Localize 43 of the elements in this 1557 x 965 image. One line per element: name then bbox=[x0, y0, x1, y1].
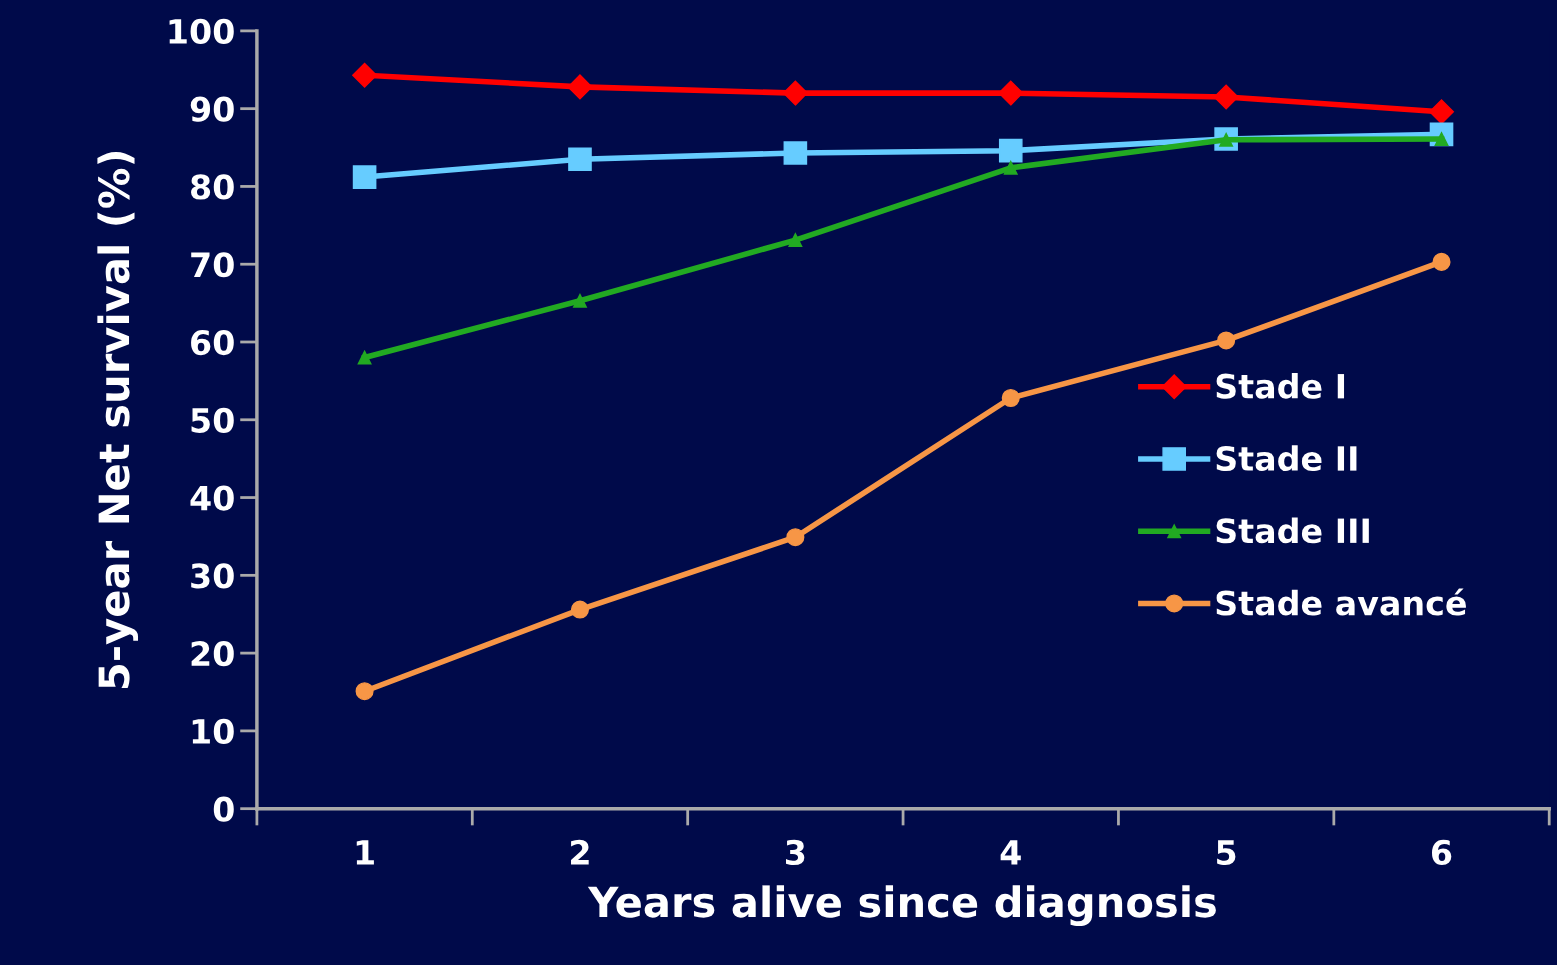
y-tick-label: 20 bbox=[191, 641, 234, 667]
point bbox=[1213, 84, 1239, 110]
point bbox=[568, 147, 592, 172]
point bbox=[355, 682, 374, 701]
x-tick-label: 1 bbox=[356, 840, 374, 865]
y-axis-title: 5-year Net survival (%) bbox=[97, 151, 139, 688]
point bbox=[352, 165, 377, 189]
y-tick-label: 90 bbox=[190, 96, 234, 122]
x-tick-label: 6 bbox=[1431, 839, 1452, 866]
point bbox=[1432, 252, 1451, 271]
point bbox=[1001, 388, 1020, 408]
point bbox=[998, 138, 1023, 163]
y-tick-label: 60 bbox=[191, 329, 234, 356]
point bbox=[782, 80, 808, 106]
legend-label: Stade avancé bbox=[1216, 588, 1466, 616]
y-tick-label: 80 bbox=[191, 174, 234, 200]
legend-label: Stade I bbox=[1216, 373, 1345, 399]
y-tick-label: 0 bbox=[213, 796, 234, 822]
x-tick-label: 2 bbox=[571, 839, 589, 865]
y-tick-label: 100 bbox=[169, 18, 234, 45]
point bbox=[783, 141, 808, 165]
legend-label: Stade III bbox=[1216, 517, 1369, 544]
point bbox=[352, 62, 378, 88]
point bbox=[573, 293, 587, 308]
y-tick-label: 50 bbox=[191, 407, 234, 433]
point bbox=[570, 600, 590, 619]
point bbox=[788, 233, 803, 248]
y-tick-label: 10 bbox=[192, 718, 234, 745]
point bbox=[1429, 99, 1455, 125]
point bbox=[1003, 160, 1018, 175]
y-tick-label: 40 bbox=[190, 485, 234, 511]
point bbox=[357, 350, 372, 365]
x-tick-label: 3 bbox=[786, 839, 805, 866]
point bbox=[567, 74, 593, 100]
x-tick-label: 4 bbox=[1000, 840, 1021, 865]
x-tick-label: 5 bbox=[1217, 840, 1236, 866]
point bbox=[998, 80, 1024, 106]
y-tick-label: 30 bbox=[191, 563, 234, 589]
point bbox=[786, 528, 805, 547]
point bbox=[1217, 331, 1236, 350]
y-tick-label: 70 bbox=[191, 252, 234, 278]
legend-label: Stade II bbox=[1216, 445, 1357, 472]
x-axis-title: Years alive since diagnosis bbox=[587, 885, 1216, 927]
